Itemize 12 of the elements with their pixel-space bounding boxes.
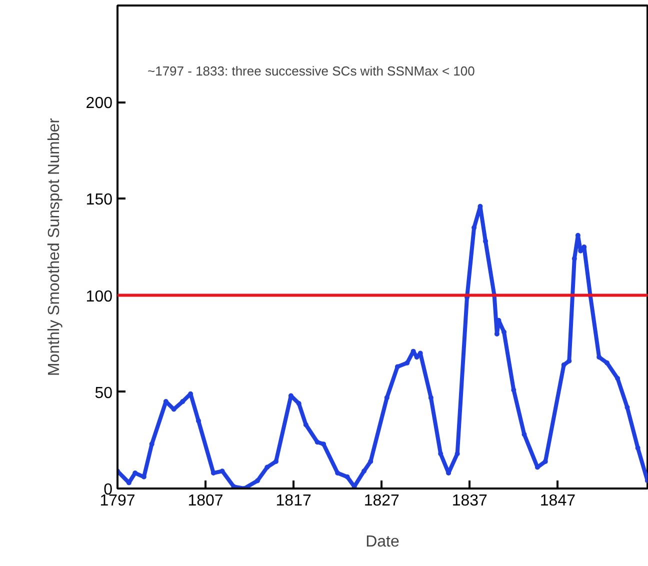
x-tick-label: 1807 — [188, 492, 224, 510]
y-tick-label: 150 — [86, 192, 113, 209]
x-tick-label: 1847 — [540, 492, 576, 510]
y-tick-label: 100 — [86, 288, 113, 306]
x-tick-label: 1817 — [276, 492, 312, 510]
x-tick-label: 1837 — [452, 492, 488, 510]
y-tick-label: 200 — [86, 95, 113, 112]
y-tick-label: 50 — [94, 384, 113, 402]
y-axis-title: Monthly Smoothed Sunspot Number — [46, 117, 63, 376]
x-tick-label: 1827 — [364, 492, 400, 510]
x-axis-title: Date — [366, 534, 400, 550]
annotation: ~1797 - 1833: three successive SCs with SSNMax < 100 — [148, 64, 475, 78]
